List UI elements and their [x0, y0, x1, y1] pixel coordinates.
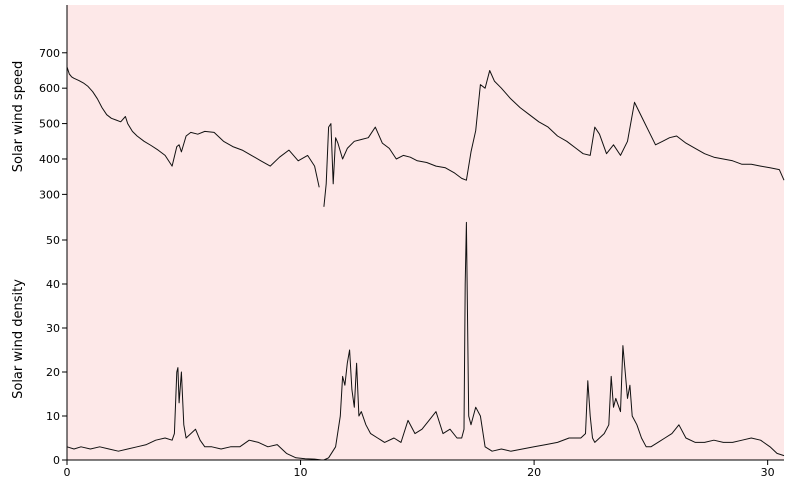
density-panel: 0 10 20 30 40 50 Solar wind density — [11, 221, 785, 467]
density-ytick-label: 30 — [46, 322, 60, 335]
speed-ytick-label: 600 — [39, 82, 60, 95]
speed-series-line-segment-1 — [66, 66, 320, 188]
speed-panel: 300 400 500 600 700 Solar wind speed — [11, 47, 785, 207]
speed-ytick-label: 500 — [39, 118, 60, 131]
x-axis: 0 10 20 30 — [64, 459, 784, 479]
density-axis-title: Solar wind density — [11, 279, 26, 399]
speed-ytick-label: 400 — [39, 153, 60, 166]
density-ytick-label: 20 — [46, 366, 60, 379]
density-ytick-label: 50 — [46, 234, 60, 247]
speed-ytick-label: 300 — [39, 188, 60, 201]
speed-ytick-label: 700 — [39, 47, 60, 60]
speed-axis-title: Solar wind speed — [11, 61, 26, 172]
x-tick-label: 20 — [527, 466, 541, 479]
density-series-line-segment-1 — [66, 367, 322, 461]
x-tick-label: 0 — [64, 466, 71, 479]
density-ytick-label: 10 — [46, 410, 60, 423]
density-series-line-segment-2 — [323, 221, 785, 461]
density-ytick-label: 40 — [46, 278, 60, 291]
x-tick-label: 10 — [294, 466, 308, 479]
speed-series-line-segment-2 — [323, 70, 785, 207]
density-ytick-label: 0 — [53, 454, 60, 467]
x-tick-label: 30 — [761, 466, 775, 479]
plot-background — [67, 5, 784, 460]
